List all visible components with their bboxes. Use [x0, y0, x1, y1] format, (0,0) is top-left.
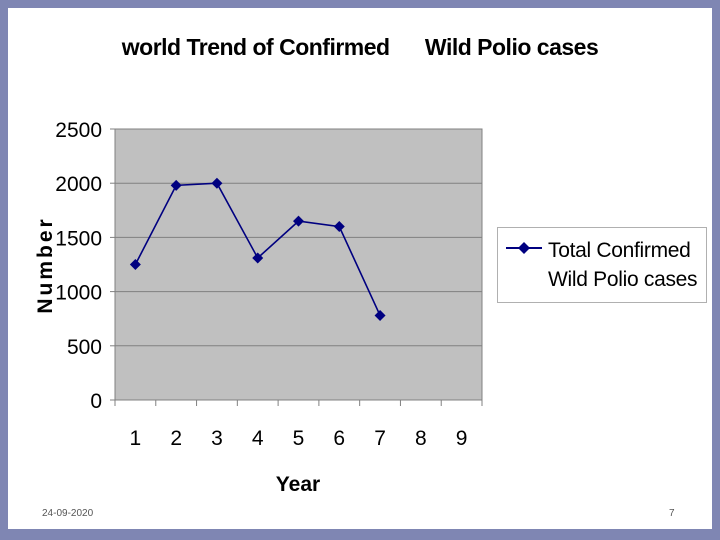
x-tick-label: 7: [374, 427, 386, 450]
y-tick-label: 1000: [55, 282, 102, 305]
data-point-marker: [374, 309, 386, 321]
y-tick-label: 2500: [55, 119, 102, 142]
chart-title: world Trend of Confirmed Wild Polio case…: [121, 34, 599, 60]
y-tick-label: 0: [90, 390, 102, 413]
x-axis-label: Year: [276, 473, 320, 496]
footer-date: 24-09-2020: [42, 508, 94, 519]
x-tick-label: 5: [293, 427, 305, 450]
y-axis-label: Number: [34, 216, 57, 313]
data-point-marker: [333, 221, 345, 233]
y-tick-label: 500: [67, 336, 102, 359]
x-tick-label: 1: [130, 427, 142, 450]
x-tick-label: 8: [415, 427, 427, 450]
x-tick-label: 3: [211, 427, 223, 450]
data-point-marker: [129, 259, 141, 270]
legend-swatch-diamond-icon: [506, 242, 542, 254]
y-axis-ticks: 0 500 1000 1500 2000 2500: [55, 119, 115, 413]
x-tick-label: 4: [252, 427, 264, 450]
series-layer: [129, 177, 386, 321]
y-tick-label: 1500: [55, 227, 102, 250]
legend-label: Total Confirmed Wild Polio cases: [548, 239, 698, 291]
data-point-marker: [211, 177, 223, 189]
x-tick-label: 2: [170, 427, 182, 450]
data-point-marker: [170, 179, 182, 191]
data-point-marker: [293, 215, 304, 227]
plot-area: [114, 128, 483, 401]
y-tick-label: 2000: [55, 173, 102, 196]
x-tick-label: 9: [456, 427, 468, 450]
legend: Total Confirmed Wild Polio cases: [497, 227, 707, 303]
data-point-marker: [252, 252, 264, 264]
x-tick-label: 6: [333, 427, 345, 450]
x-axis-ticks: 1 2 3 4 5 6 7 8 9: [114, 400, 483, 450]
page-number: 7: [669, 508, 675, 519]
